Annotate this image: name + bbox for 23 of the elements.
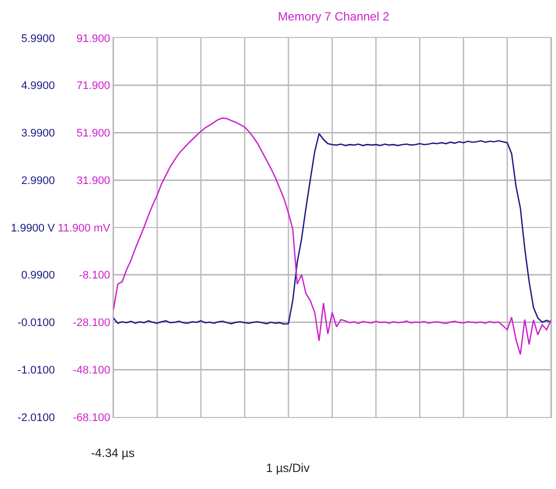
- y2-tick-label: -68.100: [72, 412, 110, 424]
- text: -4.34 µs: [91, 446, 135, 460]
- y-tick-label: 4.9900: [21, 80, 55, 92]
- chart-title: Memory 7 Channel 2: [278, 10, 390, 24]
- y-tick-label: -2.0100: [18, 412, 55, 424]
- y2-tick-label: -8.100: [78, 270, 110, 282]
- y2-tick-label: 11.900 mV: [58, 222, 111, 234]
- y2-tick-label: 51.900: [76, 128, 110, 140]
- y-tick-label: 0.9900: [21, 270, 55, 282]
- y-tick-label: -0.0100: [18, 317, 55, 330]
- y2-tick-label: -48.100: [72, 364, 110, 376]
- text: 1 µs/Div: [266, 461, 310, 475]
- y-tick-label: 5.9900: [21, 32, 55, 45]
- y2-tick-label: 31.900: [76, 174, 110, 187]
- y2-tick-label: 71.900: [76, 80, 110, 92]
- y-tick-label: -1.0100: [18, 364, 55, 376]
- line-series: [113, 133, 551, 325]
- y-tick-label: 3.9900: [21, 128, 55, 140]
- y-tick-label: 2.9900: [21, 174, 55, 187]
- y2-tick-label: 91.900: [76, 32, 110, 45]
- line-series: [113, 117, 551, 356]
- y-tick-label: 1.9900 V: [10, 222, 56, 234]
- y2-tick-label: -28.100: [72, 317, 110, 330]
